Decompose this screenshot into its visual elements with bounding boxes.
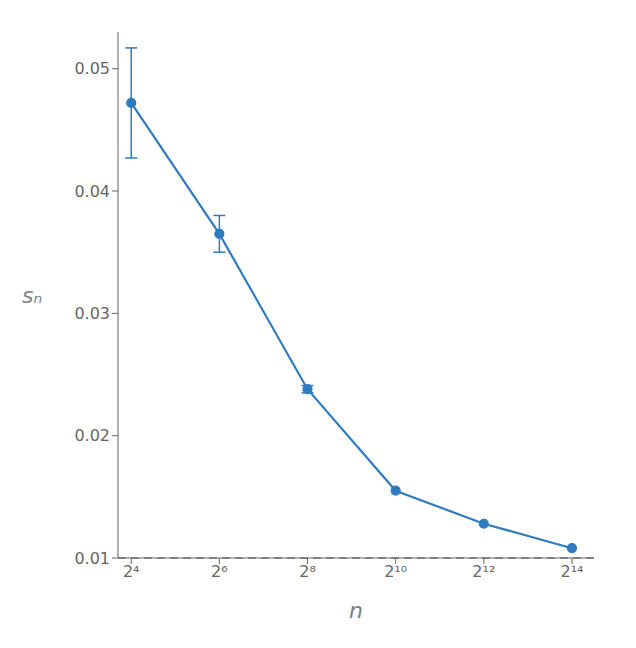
svg-text:sₙ: sₙ xyxy=(22,283,42,308)
svg-text:2¹²: 2¹² xyxy=(472,562,495,581)
svg-text:0.05: 0.05 xyxy=(74,59,110,78)
svg-text:2¹⁴: 2¹⁴ xyxy=(560,562,583,581)
svg-text:2⁴: 2⁴ xyxy=(123,562,140,581)
svg-text:0.02: 0.02 xyxy=(74,426,110,445)
svg-text:2¹⁰: 2¹⁰ xyxy=(384,562,407,581)
svg-text:0.01: 0.01 xyxy=(74,549,110,568)
svg-text:2⁸: 2⁸ xyxy=(299,562,316,581)
svg-text:0.03: 0.03 xyxy=(74,304,110,323)
svg-text:2⁶: 2⁶ xyxy=(211,562,228,581)
svg-text:0.04: 0.04 xyxy=(74,182,110,201)
svg-text:n: n xyxy=(349,598,363,623)
